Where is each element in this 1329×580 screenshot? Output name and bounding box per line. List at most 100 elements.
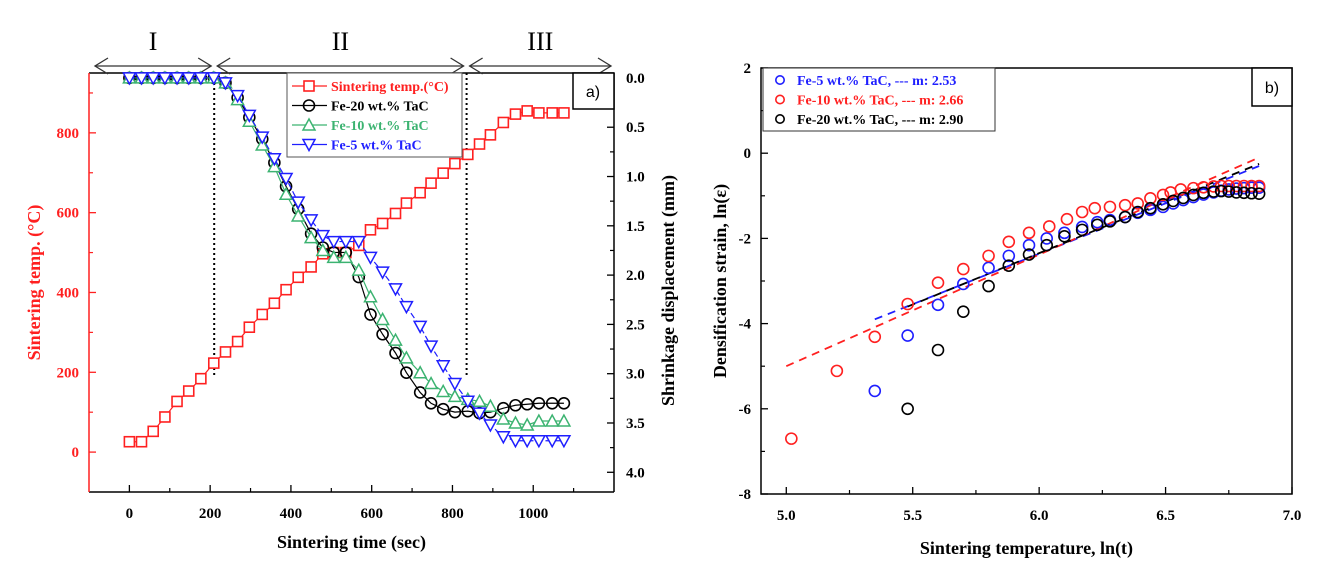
series-1-point xyxy=(931,276,945,290)
y-right-tick-label: 0.5 xyxy=(626,120,645,136)
series-2-point xyxy=(544,413,560,427)
series-2-point xyxy=(1091,218,1104,232)
series-0-point xyxy=(868,384,882,398)
series-1-point xyxy=(1075,205,1089,219)
series-0-point xyxy=(1058,226,1071,240)
legend-box xyxy=(286,72,463,158)
y-left-tick-label: 0 xyxy=(72,445,80,461)
series-0-point xyxy=(931,298,945,312)
series-0-point xyxy=(1040,232,1054,245)
series-1-point xyxy=(1131,197,1145,210)
series-2-point xyxy=(1103,215,1117,228)
region-label: II xyxy=(332,27,349,56)
series-1-point xyxy=(413,386,427,399)
y-right-tick-label: 1.0 xyxy=(626,170,645,186)
series-0-point xyxy=(135,435,148,448)
series-2-point xyxy=(982,279,995,293)
panel-label-box xyxy=(1251,67,1293,107)
x-tick-label: 1000 xyxy=(518,506,548,522)
panel-label: a) xyxy=(586,84,600,101)
legend-entry: Fe-5 wt.% TaC xyxy=(331,139,422,154)
series-2-point xyxy=(303,230,319,244)
series-1-point xyxy=(1022,226,1036,240)
legend-entry: Sintering temp.(°C) xyxy=(331,80,449,95)
series-3-point xyxy=(460,395,476,409)
series-2-point xyxy=(338,249,354,264)
series-3-point xyxy=(157,72,173,86)
series-2-point xyxy=(1222,185,1236,198)
series-1-point xyxy=(1252,179,1266,193)
x-axis-title: Sintering temperature, ln(t) xyxy=(920,538,1133,559)
series-1-point xyxy=(1060,212,1074,226)
series-2-point xyxy=(1040,238,1054,252)
x-tick-label: 5.5 xyxy=(903,508,922,524)
series-1-point xyxy=(436,402,450,416)
legend: Fe-5 wt.% TaC, --- m: 2.53 Fe-10 wt.% TaC… xyxy=(762,67,996,132)
y-right-tick-label: 1.5 xyxy=(626,219,645,235)
series-0-point xyxy=(305,261,317,273)
series-3-point xyxy=(122,72,137,86)
legend-marker xyxy=(301,117,317,131)
series-3-point xyxy=(363,251,378,265)
series-0-point xyxy=(147,425,160,438)
y-tick-label: -8 xyxy=(739,487,752,503)
series-2-point xyxy=(956,305,970,318)
series-3-point xyxy=(412,320,428,334)
series-3-point xyxy=(556,434,572,449)
series-0-point xyxy=(219,346,232,358)
series-0-point xyxy=(484,129,497,141)
series-1-point xyxy=(376,327,389,341)
series-1-point xyxy=(1156,188,1170,202)
series-1-point xyxy=(1103,200,1117,214)
series-1-point xyxy=(364,308,377,321)
series-0-point xyxy=(509,108,522,120)
series-2-point xyxy=(1022,248,1036,261)
series-2-point xyxy=(519,417,535,431)
series-3-point xyxy=(206,72,222,86)
series-2-point xyxy=(1207,185,1220,198)
region-arrow-head-right xyxy=(197,57,213,75)
series-2-point xyxy=(447,388,463,403)
series-1-point xyxy=(830,364,844,378)
series-2-point xyxy=(1118,210,1132,224)
series-0-point xyxy=(207,357,220,369)
region-label: III xyxy=(527,27,553,56)
y-tick-label: 0 xyxy=(744,146,752,162)
y-right-tick-label: 3.0 xyxy=(626,367,645,383)
series-2-point xyxy=(531,413,547,427)
y-right-tick-label: 2.5 xyxy=(626,317,645,333)
series-3-point xyxy=(496,431,511,445)
series-1-point xyxy=(557,396,571,410)
series-0-point xyxy=(268,297,281,310)
series-3-point xyxy=(388,283,403,297)
series-0-point xyxy=(521,105,533,117)
series-3-point xyxy=(338,235,354,250)
series-1-point xyxy=(1042,220,1056,233)
series-3-point xyxy=(193,72,209,86)
series-2-point xyxy=(423,375,439,390)
series-0-point xyxy=(400,197,413,209)
series-0-point xyxy=(364,224,377,236)
series-2-point xyxy=(556,413,572,427)
legend-marker xyxy=(303,80,315,92)
series-0-point xyxy=(182,385,195,397)
series-3-point xyxy=(508,434,523,449)
series-3-point xyxy=(278,172,294,187)
legend-marker xyxy=(774,75,785,86)
series-3-point xyxy=(181,72,197,86)
series-2-point xyxy=(388,332,403,346)
series-2-point xyxy=(1058,229,1071,243)
series-3-point xyxy=(242,109,257,123)
series-2-point xyxy=(1075,223,1089,237)
series-3-point xyxy=(544,434,560,449)
series-1-point xyxy=(1245,179,1258,193)
series-3-point xyxy=(531,434,547,449)
x-tick-label: 600 xyxy=(360,506,383,522)
series-2-point xyxy=(290,208,306,222)
x-tick-label: 800 xyxy=(441,506,464,522)
series-1-point xyxy=(1187,181,1200,195)
series-2-point xyxy=(1131,205,1145,219)
legend-marker xyxy=(774,114,785,125)
series-2-point xyxy=(483,398,498,412)
